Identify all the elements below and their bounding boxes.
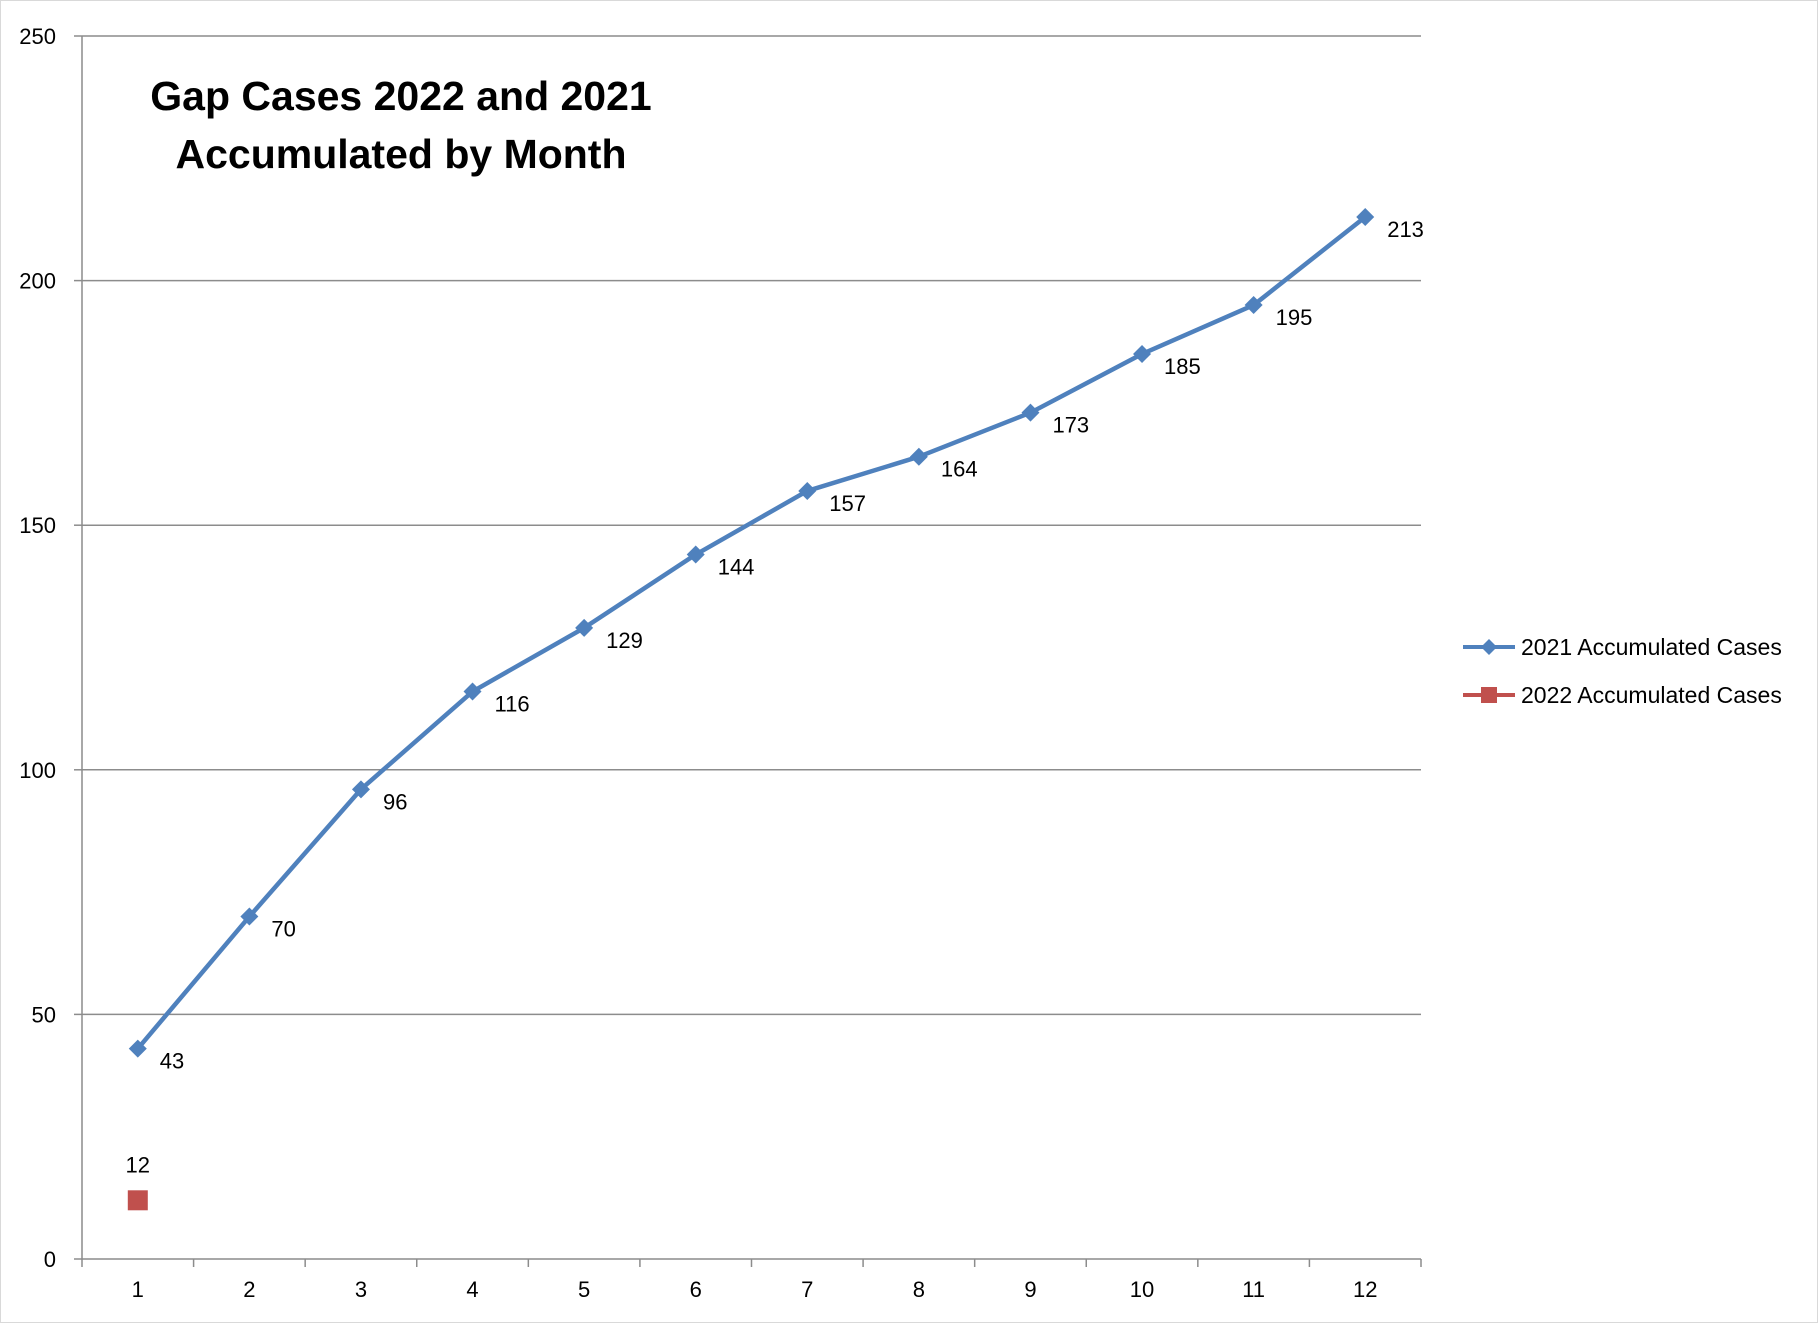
- x-tick-label: 12: [1353, 1277, 1377, 1302]
- data-point-square: [127, 1190, 148, 1211]
- x-tick-label: 6: [690, 1277, 702, 1302]
- x-tick-label: 3: [355, 1277, 367, 1302]
- data-label: 43: [160, 1049, 184, 1074]
- data-label: 129: [606, 628, 643, 653]
- data-label: 173: [1052, 413, 1089, 438]
- data-label: 70: [271, 917, 295, 942]
- x-tick-label: 5: [578, 1277, 590, 1302]
- data-point-diamond: [240, 907, 259, 926]
- data-point-diamond: [1244, 296, 1263, 315]
- data-point-diamond: [351, 780, 370, 799]
- legend-label-2021: 2021 Accumulated Cases: [1521, 633, 1782, 660]
- legend-item-2022: 2022 Accumulated Cases: [1461, 671, 1782, 719]
- data-label: 157: [829, 491, 866, 516]
- x-tick-label: 11: [1242, 1277, 1265, 1302]
- x-tick-label: 4: [466, 1277, 478, 1302]
- series-line-0: [136, 215, 1367, 1051]
- data-label: 213: [1387, 217, 1424, 242]
- y-tick-label: 0: [44, 1247, 56, 1272]
- x-tick-label: 9: [1024, 1277, 1036, 1302]
- chart-title-line-2: Accumulated by Month: [175, 131, 627, 177]
- data-point-diamond: [798, 481, 817, 500]
- y-tick-label: 200: [19, 269, 56, 294]
- data-labels: 43 70 96 116 129 144 157 164 173 185 195 213 12: [126, 217, 1424, 1177]
- data-label: 185: [1164, 354, 1201, 379]
- data-point-diamond: [686, 545, 705, 564]
- y-tick-label: 250: [19, 24, 56, 49]
- legend-label-2022: 2022 Accumulated Cases: [1521, 681, 1782, 708]
- y-tick-label: 150: [19, 513, 56, 538]
- x-tick-label: 1: [132, 1277, 144, 1302]
- chart-title: Gap Cases 2022 and 2021 Accumulated by M…: [101, 67, 701, 183]
- data-point-diamond: [128, 1039, 147, 1058]
- data-label: 144: [718, 555, 755, 580]
- legend-marker-diamond: [1463, 639, 1515, 655]
- x-tick-label: 8: [913, 1277, 925, 1302]
- data-label: 96: [383, 789, 407, 814]
- x-tick-label: 7: [801, 1277, 813, 1302]
- data-point-diamond: [575, 618, 594, 637]
- legend: 2021 Accumulated Cases 2022 Accumulated …: [1461, 623, 1782, 719]
- chart-title-line-1: Gap Cases 2022 and 2021: [150, 73, 652, 119]
- data-point-diamond: [1356, 208, 1375, 227]
- data-point-diamond: [1021, 403, 1040, 422]
- data-label: 164: [941, 457, 978, 482]
- data-point-diamond: [463, 682, 482, 701]
- data-label: 12: [126, 1152, 150, 1177]
- series-layer: [127, 208, 1375, 1211]
- x-tick-label: 2: [243, 1277, 255, 1302]
- data-label: 116: [495, 692, 530, 717]
- legend-item-2021: 2021 Accumulated Cases: [1461, 623, 1782, 671]
- y-tick-label: 50: [32, 1002, 56, 1027]
- data-point-diamond: [909, 447, 928, 466]
- y-tick-label: 100: [19, 758, 56, 783]
- legend-marker-square: [1463, 687, 1515, 703]
- data-label: 195: [1276, 305, 1313, 330]
- data-point-diamond: [1133, 344, 1152, 363]
- x-tick-label: 10: [1130, 1277, 1154, 1302]
